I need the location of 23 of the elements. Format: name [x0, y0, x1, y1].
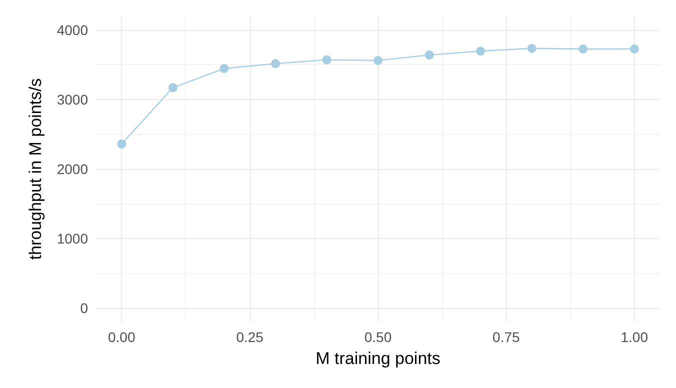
- y-tick-label: 3000: [56, 91, 88, 108]
- y-tick-label: 1000: [56, 230, 88, 247]
- point: [220, 64, 229, 74]
- point: [117, 139, 126, 148]
- point: [424, 50, 434, 60]
- y-axis-title: throughput in M points/s: [26, 78, 45, 260]
- x-tick-label: 1.00: [620, 329, 648, 345]
- point: [527, 44, 536, 53]
- point: [476, 46, 486, 56]
- x-tick-label: 0.75: [492, 329, 520, 345]
- point: [374, 56, 382, 66]
- x-axis-title: M training points: [316, 349, 440, 368]
- y-tick-label: 4000: [56, 22, 88, 38]
- point: [322, 55, 332, 64]
- point: [578, 44, 588, 54]
- point: [630, 44, 639, 54]
- x-tick-label: 0.50: [364, 329, 392, 345]
- point: [270, 59, 280, 68]
- y-tick-label: 0: [80, 300, 88, 316]
- y-tick-label: 2000: [56, 161, 88, 177]
- x-tick-label: 0.00: [108, 329, 136, 345]
- x-tick-label: 0.25: [236, 329, 264, 345]
- point: [168, 83, 178, 92]
